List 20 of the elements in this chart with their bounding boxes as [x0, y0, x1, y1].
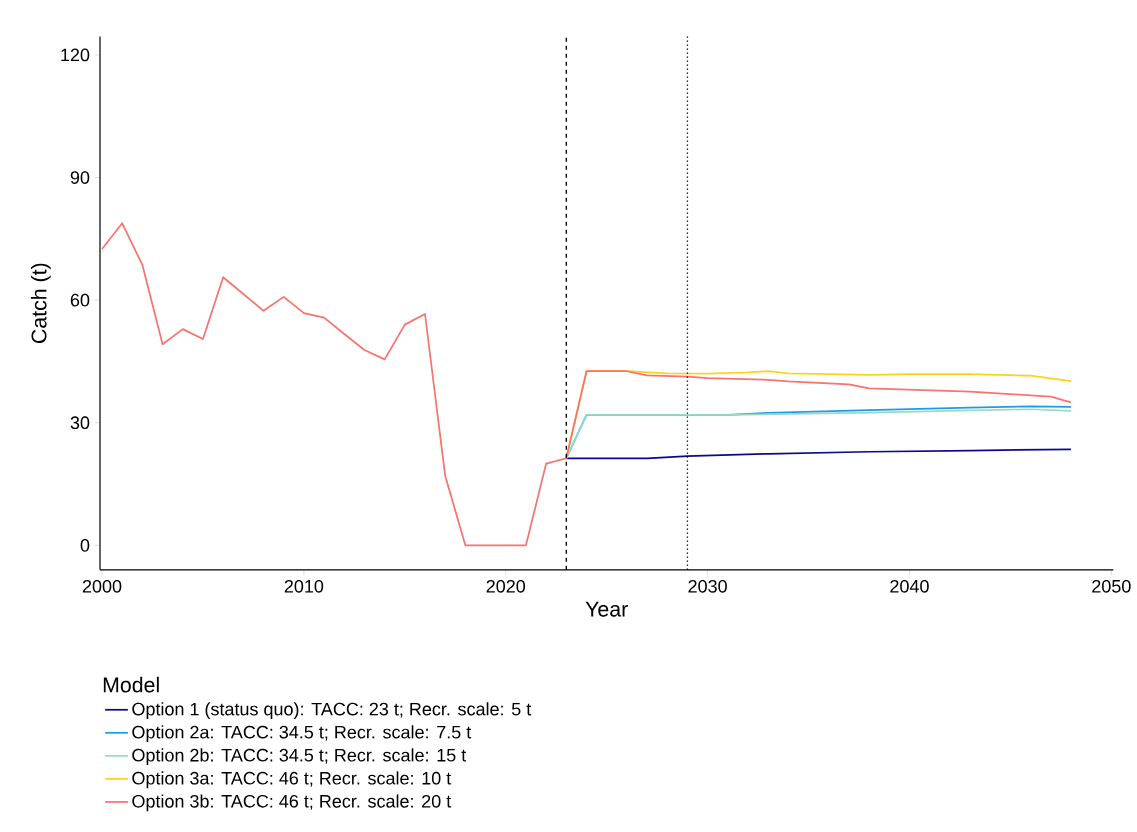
x-tick-label: 2000: [82, 579, 122, 593]
x-tick-label: 2020: [486, 579, 526, 593]
legend-label: Option 3b: TACC: 46 t; Recr. scale: 20 t: [132, 794, 452, 812]
y-tick-label: 120: [61, 48, 90, 62]
y-tick-label: 0: [80, 538, 90, 552]
legend-title: Model: [103, 676, 159, 693]
legend-label: Option 2b: TACC: 34.5 t; Recr. scale: 15 t: [132, 748, 467, 766]
y-tick-label: 90: [70, 171, 90, 184]
x-tick-label: 2030: [688, 579, 727, 593]
legend-label: Option 1 (status quo): TACC: 23 t; Recr. scale: 5 t: [132, 702, 532, 720]
x-axis-title: Year: [585, 601, 628, 617]
x-tick-label: 2050: [1092, 579, 1131, 593]
x-tick-label: 2040: [890, 579, 929, 593]
line-series: [565, 448, 1072, 460]
y-tick-label: 30: [70, 416, 90, 430]
legend-label: Option 3a: TACC: 46 t; Recr. scale: 10 t: [132, 771, 452, 789]
x-tick-label: 2010: [284, 579, 324, 593]
y-tick-label: 60: [70, 293, 90, 307]
y-axis-title: Catch (t): [30, 263, 51, 343]
legend-label: Option 2a: TACC: 34.5 t; Recr. scale: 7.5 t: [132, 725, 472, 743]
